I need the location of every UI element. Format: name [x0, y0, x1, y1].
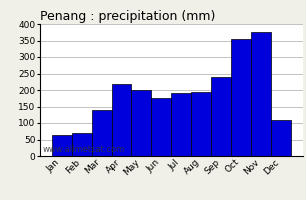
Bar — [112, 84, 132, 156]
Bar — [251, 32, 271, 156]
Bar — [132, 90, 151, 156]
Text: www.allmetsat.com: www.allmetsat.com — [43, 145, 125, 154]
Bar — [171, 93, 191, 156]
Bar — [52, 135, 72, 156]
Bar — [231, 39, 251, 156]
Bar — [191, 92, 211, 156]
Bar — [151, 98, 171, 156]
Text: Penang : precipitation (mm): Penang : precipitation (mm) — [40, 10, 215, 23]
Bar — [91, 110, 112, 156]
Bar — [211, 77, 231, 156]
Bar — [271, 120, 291, 156]
Bar — [72, 133, 91, 156]
